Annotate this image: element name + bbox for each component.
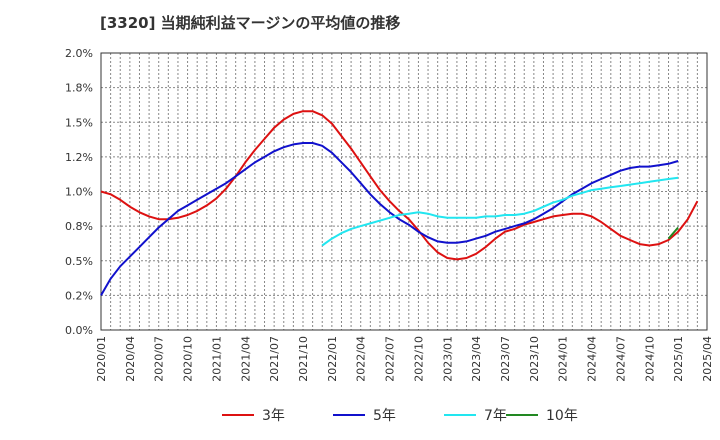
x-tick-label: 2024/07 — [614, 336, 627, 382]
y-tick-label: 2.0% — [65, 47, 93, 60]
x-tick-label: 2024/10 — [643, 336, 656, 382]
x-tick-label: 2023/04 — [470, 336, 483, 382]
x-tick-label: 2024/01 — [557, 336, 570, 382]
y-tick-label: 0.8% — [65, 220, 93, 233]
grid-lines — [101, 53, 707, 330]
x-tick-label: 2020/10 — [182, 336, 195, 382]
x-tick-label: 2021/10 — [297, 336, 310, 382]
legend-item: 10年 — [506, 400, 578, 430]
y-tick-label: 1.0% — [65, 186, 93, 199]
x-tick-label: 2025/04 — [701, 336, 714, 382]
y-tick-label: 1.5% — [65, 116, 93, 129]
series-line-1 — [100, 142, 679, 296]
y-axis: 2.0% 1.8% 1.5% 1.2% 1.0% 0.8% 0.5% 0.2% 0.0% — [65, 47, 93, 337]
chart-title: [3320] 当期純利益マージンの平均値の推移 — [100, 14, 401, 32]
y-tick-label: 0.5% — [65, 255, 93, 268]
legend-item: 7年 — [444, 400, 507, 430]
plot-border — [100, 52, 708, 331]
x-axis: 2020/01 2020/04 2020/07 2020/10 2021/01 2021/… — [95, 336, 714, 382]
x-tick-label: 2024/04 — [586, 336, 599, 382]
legend-swatch — [444, 414, 476, 416]
legend-item: 3年 — [222, 400, 285, 430]
legend-item: 5年 — [333, 400, 396, 430]
x-tick-label: 2022/10 — [412, 336, 425, 382]
legend-label: 5年 — [373, 408, 396, 424]
x-tick-label: 2023/10 — [528, 336, 541, 382]
series-lines — [100, 110, 699, 296]
y-tick-label: 0.2% — [65, 289, 93, 302]
x-tick-label: 2023/07 — [499, 336, 512, 382]
x-tick-label: 2021/07 — [268, 336, 281, 382]
x-tick-label: 2022/01 — [326, 336, 339, 382]
y-tick-label: 1.2% — [65, 151, 93, 164]
x-tick-label: 2022/07 — [384, 336, 397, 382]
legend-swatch — [506, 414, 538, 416]
x-tick-label: 2021/04 — [239, 336, 252, 382]
x-tick-label: 2025/01 — [672, 336, 685, 382]
x-tick-label: 2021/01 — [210, 336, 223, 382]
legend-swatch — [333, 414, 365, 416]
x-tick-label: 2023/01 — [441, 336, 454, 382]
x-tick-label: 2020/07 — [153, 336, 166, 382]
series-line-3 — [667, 226, 679, 240]
y-tick-label: 0.0% — [65, 324, 93, 337]
legend-swatch — [222, 414, 254, 416]
x-tick-label: 2022/04 — [355, 336, 368, 382]
x-tick-label: 2020/01 — [95, 336, 108, 382]
x-tick-label: 2020/04 — [124, 336, 137, 382]
legend-label: 3年 — [262, 408, 285, 424]
plot-frame — [100, 52, 708, 331]
series-line-0 — [100, 110, 699, 261]
legend-label: 7年 — [484, 408, 507, 424]
line-chart: 2.0% 1.8% 1.5% 1.2% 1.0% 0.8% 0.5% 0.2% 0.0% 202… — [65, 47, 714, 382]
series-line-2 — [321, 176, 679, 247]
legend-label: 10年 — [546, 408, 578, 424]
y-tick-label: 1.8% — [65, 82, 93, 95]
legend: 3年 5年 7年 10年 — [0, 400, 720, 430]
